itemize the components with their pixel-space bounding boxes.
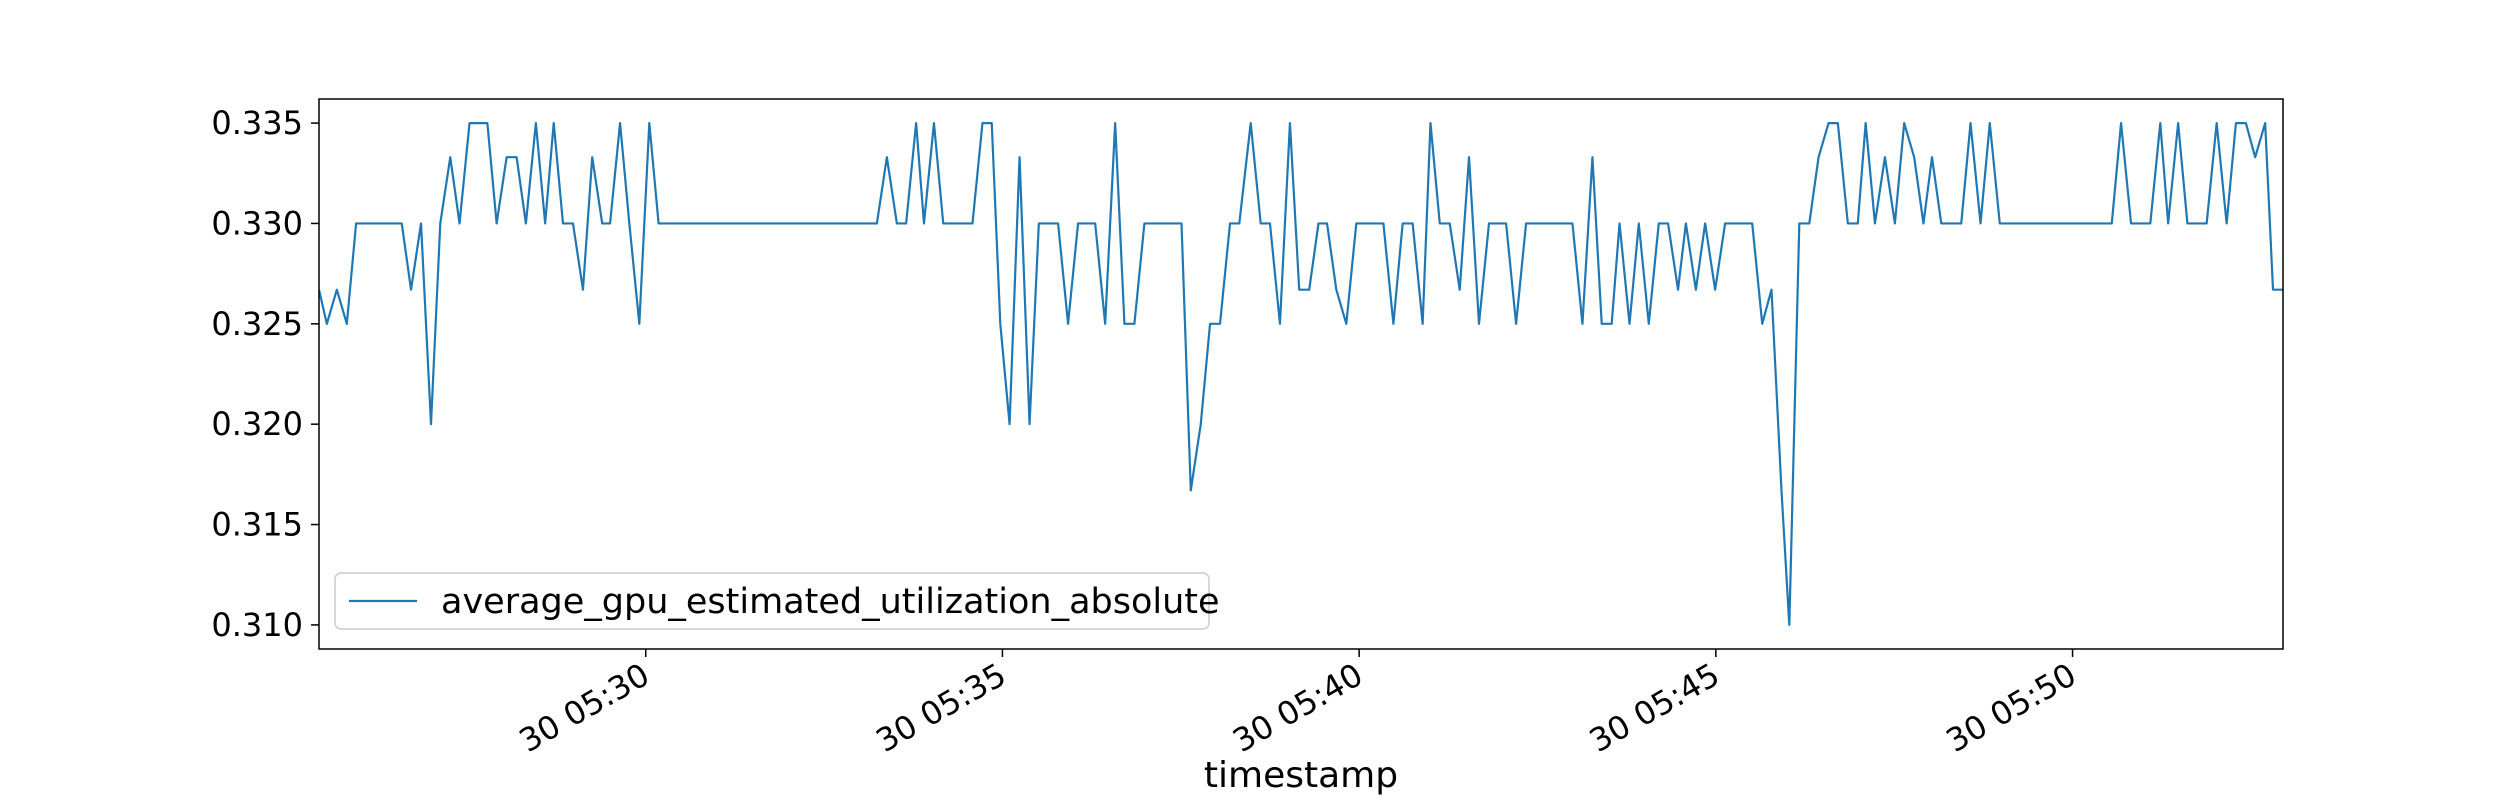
y-tick-label: 0.330 [211, 204, 303, 242]
x-tick-label: 30 05:45 [1583, 655, 1726, 759]
plot-area [319, 121, 2283, 627]
x-tick-label: 30 05:40 [1226, 655, 1369, 759]
x-tick-label: 30 05:50 [1940, 655, 2083, 759]
y-tick-label: 0.325 [211, 305, 303, 343]
plot-frame [318, 98, 2284, 650]
x-tick-label: 30 05:35 [870, 655, 1013, 759]
y-tick-label: 0.310 [211, 606, 303, 644]
x-axis-label: timestamp [1204, 755, 1398, 796]
legend-box [334, 572, 1210, 630]
data-line [319, 121, 2283, 627]
y-tick-label: 0.320 [211, 405, 303, 443]
y-tick-label: 0.335 [211, 104, 303, 142]
x-tick-label: 30 05:30 [513, 655, 656, 759]
legend: average_gpu_estimated_utilization_absolu… [334, 572, 1220, 630]
legend-label: average_gpu_estimated_utilization_absolu… [441, 582, 1220, 622]
y-tick-label: 0.315 [211, 506, 303, 544]
